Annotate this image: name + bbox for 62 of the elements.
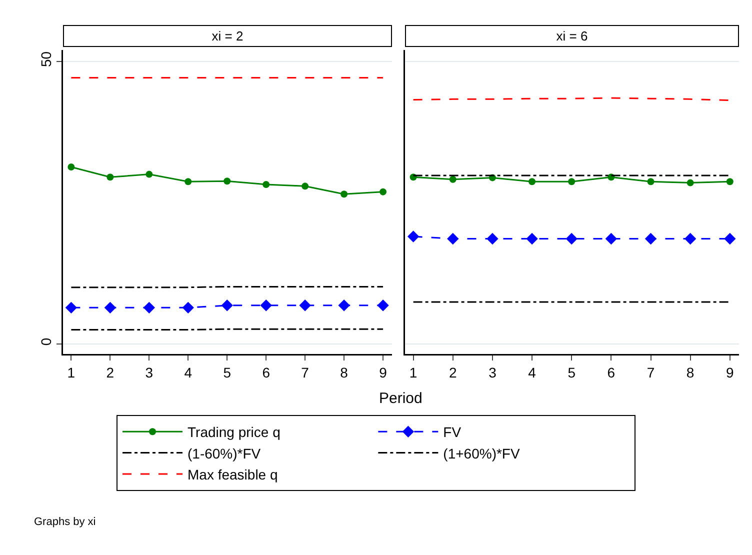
point — [143, 302, 155, 314]
point — [568, 178, 576, 186]
y-tick-label: 0 — [38, 338, 54, 346]
legend-label: Max feasible q — [188, 466, 278, 482]
point — [644, 232, 657, 245]
chart-title: xi = 2 — [212, 28, 244, 44]
legend-label: Trading price q — [188, 424, 280, 440]
point — [647, 178, 654, 186]
x-tick-label: 7 — [301, 364, 310, 380]
point — [224, 178, 231, 185]
x-tick-label: 9 — [726, 364, 734, 380]
point — [726, 178, 734, 186]
point — [104, 302, 116, 314]
x-tick-label: 6 — [607, 364, 616, 380]
x-tick-label: 1 — [409, 364, 418, 380]
point — [486, 232, 498, 245]
point — [377, 300, 389, 312]
x-tick-label: 8 — [686, 364, 694, 380]
point — [182, 302, 194, 314]
point — [146, 170, 153, 178]
legend-label: FV — [443, 424, 462, 440]
point — [68, 163, 75, 170]
point — [380, 188, 387, 196]
point — [106, 174, 114, 181]
x-tick-label: 7 — [646, 364, 655, 380]
point — [221, 300, 233, 312]
point — [605, 232, 618, 245]
x-tick-label: 1 — [67, 364, 76, 380]
legend-label: (1-60%)*FV — [188, 445, 262, 462]
x-tick-label: 5 — [223, 364, 232, 380]
point — [686, 179, 694, 186]
point — [724, 232, 736, 245]
point — [302, 182, 309, 190]
x-tick-label: 4 — [184, 364, 192, 380]
point — [299, 300, 311, 312]
point — [447, 232, 459, 245]
point — [407, 230, 420, 242]
x-tick-label: 3 — [488, 364, 497, 380]
point — [184, 178, 192, 186]
point — [684, 232, 696, 245]
legend-label: (1+60%)*FV — [443, 445, 520, 462]
point — [260, 300, 272, 312]
x-tick-label: 2 — [448, 364, 457, 380]
point — [262, 180, 270, 188]
text: Graphs by xi — [34, 516, 96, 528]
x-tick-label: 2 — [106, 364, 114, 380]
point — [338, 300, 350, 312]
point — [340, 190, 348, 198]
x-tick-label: 3 — [145, 364, 154, 380]
x-axis-title: Period — [379, 390, 422, 407]
chart-title: xi = 6 — [556, 28, 588, 44]
x-tick-label: 9 — [379, 364, 388, 380]
x-tick-label: 6 — [262, 364, 270, 380]
point — [528, 178, 536, 186]
point — [65, 302, 78, 314]
x-tick-label: 5 — [568, 364, 576, 380]
x-tick-label: 4 — [528, 364, 536, 380]
point — [526, 232, 538, 245]
point — [566, 232, 578, 245]
x-tick-label: 8 — [340, 364, 348, 380]
point — [449, 176, 456, 183]
y-tick-label: 50 — [38, 51, 54, 67]
